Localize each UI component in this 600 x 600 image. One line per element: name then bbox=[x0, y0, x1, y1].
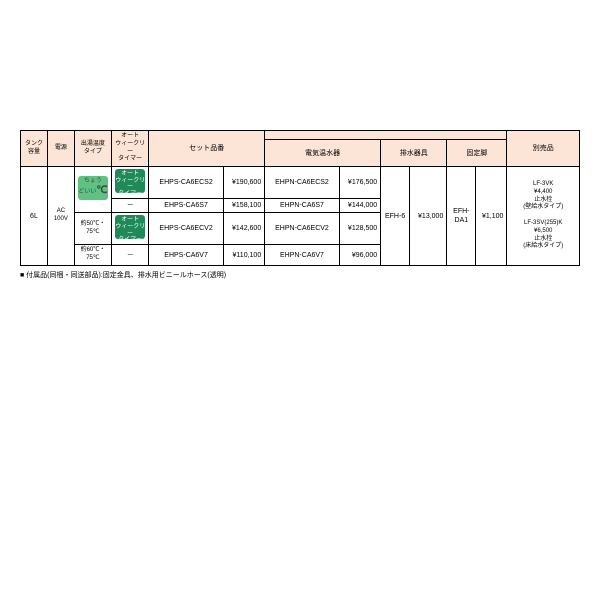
product-table: タンク 容量 電源 出湯温度 タイプ オート ウィークリー タイマー セット品番… bbox=[20, 130, 580, 266]
cell-set: EHPS-CA6S7 bbox=[149, 199, 224, 213]
cell-hw-price: ¥144,000 bbox=[339, 199, 380, 213]
cell-hw: EHPN-CA6ECS2 bbox=[265, 167, 340, 199]
cell-hw-price: ¥128,500 bbox=[339, 213, 380, 245]
cell-tank: 6L bbox=[21, 167, 48, 266]
cell-timer: － bbox=[112, 199, 149, 213]
cell-drain-model: EFH-6 bbox=[381, 167, 410, 266]
cell-timer: － bbox=[112, 245, 149, 266]
cell-hw-price: ¥96,000 bbox=[339, 245, 380, 266]
temp-icon: ちょう どいい℃ bbox=[78, 176, 108, 200]
cell-hw: EHPN-CA6V7 bbox=[265, 245, 340, 266]
col-leg: 固定脚 bbox=[447, 140, 507, 167]
timer-icon: オート ウィークリー タイマー bbox=[115, 169, 145, 193]
cell-hw: EHPN-CA6S7 bbox=[265, 199, 340, 213]
cell-power: AC 100V bbox=[47, 167, 74, 266]
cell-set-price: ¥158,100 bbox=[223, 199, 264, 213]
col-timer: オート ウィークリー タイマー bbox=[112, 131, 149, 167]
cell-set: EHPS-CA6V7 bbox=[149, 245, 224, 266]
col-heater-group bbox=[265, 131, 507, 140]
cell-set: EHPS-CA6ECS2 bbox=[149, 167, 224, 199]
cell-timer: オート ウィークリー タイマー bbox=[112, 213, 149, 245]
col-power: 電源 bbox=[47, 131, 74, 167]
cell-set-price: ¥142,600 bbox=[223, 213, 264, 245]
col-set: セット品番 bbox=[149, 131, 265, 167]
footnote: ■ 付属品(同梱・同送部品):固定金具、排水用ビニールホース(透明) bbox=[20, 270, 580, 280]
cell-set: EHPS-CA6ECV2 bbox=[149, 213, 224, 245]
cell-drain-price: ¥13,000 bbox=[410, 167, 447, 266]
cell-hw-price: ¥176,500 bbox=[339, 167, 380, 199]
cell-leg-model: EFH-DA1 bbox=[447, 167, 476, 266]
col-drain: 排水器具 bbox=[381, 140, 447, 167]
cell-optional: LF-3VK ¥4,400 止水栓 (壁給水タイプ) LF-3SV(255)K … bbox=[507, 167, 580, 266]
cell-leg-price: ¥1,100 bbox=[476, 167, 507, 266]
col-type: 出湯温度 タイプ bbox=[74, 131, 111, 167]
timer-icon: オート ウィークリー タイマー bbox=[115, 215, 145, 239]
col-tank: タンク 容量 bbox=[21, 131, 48, 167]
cell-set-price: ¥110,100 bbox=[223, 245, 264, 266]
cell-type: 約50℃・ 75℃ bbox=[74, 213, 111, 245]
col-heater: 電気温水器 bbox=[265, 140, 381, 167]
table-row: 6L AC 100V ちょう どいい℃ オート ウィークリー タイマー EHPS… bbox=[21, 167, 580, 199]
cell-type: ちょう どいい℃ bbox=[74, 167, 111, 213]
col-optional: 別売品 bbox=[507, 131, 580, 167]
cell-type: 約60℃・ 75℃ bbox=[74, 245, 111, 266]
cell-hw: EHPN-CA6ECV2 bbox=[265, 213, 340, 245]
cell-timer: オート ウィークリー タイマー bbox=[112, 167, 149, 199]
cell-set-price: ¥190,600 bbox=[223, 167, 264, 199]
